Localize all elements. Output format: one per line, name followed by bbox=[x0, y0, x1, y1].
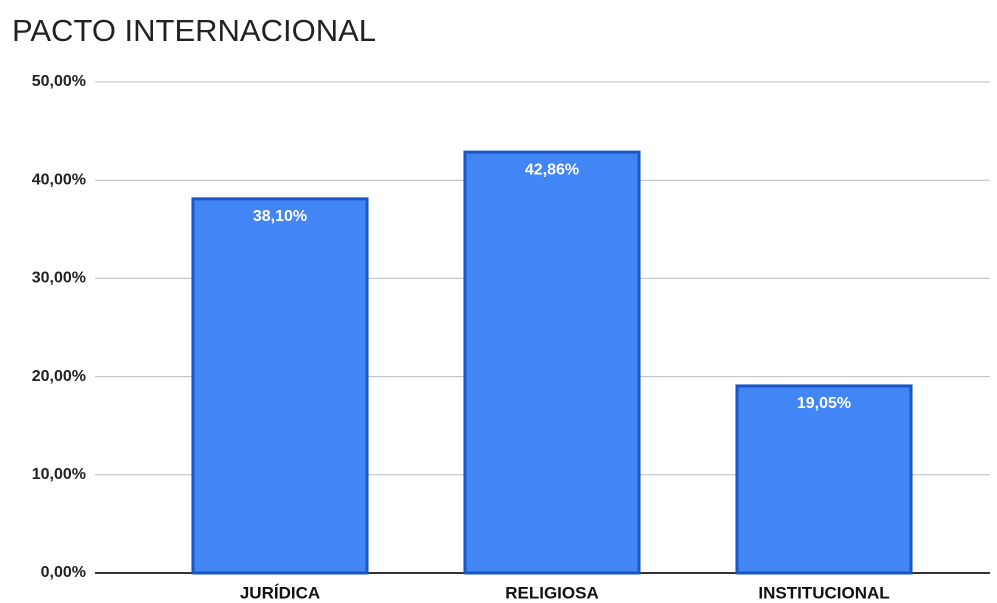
y-tick-label: 0,00% bbox=[41, 564, 86, 581]
value-label: 38,10% bbox=[253, 208, 307, 225]
chart-title: PACTO INTERNACIONAL bbox=[12, 13, 376, 48]
x-tick-label: INSTITUCIONAL bbox=[758, 583, 889, 602]
y-tick-label: 30,00% bbox=[32, 270, 86, 287]
y-tick-label: 50,00% bbox=[32, 73, 86, 90]
bar bbox=[191, 197, 369, 575]
x-tick-label: RELIGIOSA bbox=[505, 583, 599, 602]
y-tick-label: 20,00% bbox=[32, 368, 86, 385]
bar bbox=[735, 384, 913, 575]
bar bbox=[463, 150, 641, 575]
y-tick-label: 10,00% bbox=[32, 466, 86, 483]
y-tick-label: 40,00% bbox=[32, 171, 86, 188]
value-label: 19,05% bbox=[797, 395, 851, 412]
x-tick-label: JURÍDICA bbox=[240, 583, 320, 602]
value-label: 42,86% bbox=[525, 161, 579, 178]
